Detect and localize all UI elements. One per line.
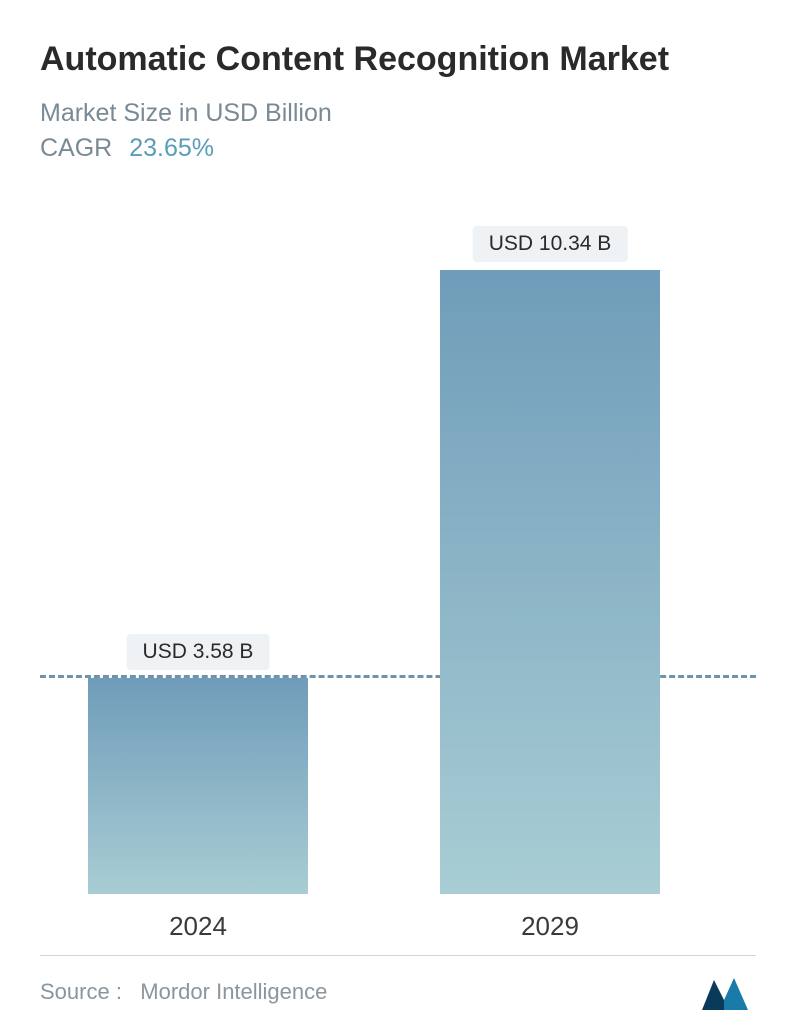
bar-2024: USD 3.58 B2024 <box>88 678 308 894</box>
cagr-value: 23.65% <box>129 134 214 162</box>
chart-container: Automatic Content Recognition Market Mar… <box>0 0 796 1034</box>
bar-2029: USD 10.34 B2029 <box>440 270 660 894</box>
cagr-line: CAGR 23.65% <box>40 134 756 163</box>
page-title: Automatic Content Recognition Market <box>40 38 756 81</box>
source-text: Source : Mordor Intelligence <box>40 979 327 1005</box>
mordor-logo-icon <box>700 972 756 1012</box>
footer: Source : Mordor Intelligence <box>40 955 756 1012</box>
subtitle: Market Size in USD Billion <box>40 99 756 128</box>
bar-fill <box>440 270 660 894</box>
source-name: Mordor Intelligence <box>140 979 327 1004</box>
bar-x-label: 2024 <box>169 911 227 942</box>
source-prefix: Source : <box>40 979 122 1004</box>
chart-area: USD 3.58 B2024 USD 10.34 B2029 <box>40 230 756 894</box>
bar-fill <box>88 678 308 894</box>
bar-value-label: USD 10.34 B <box>473 226 628 262</box>
bar-value-label: USD 3.58 B <box>127 634 270 670</box>
bar-x-label: 2029 <box>521 911 579 942</box>
cagr-label: CAGR <box>40 134 112 162</box>
